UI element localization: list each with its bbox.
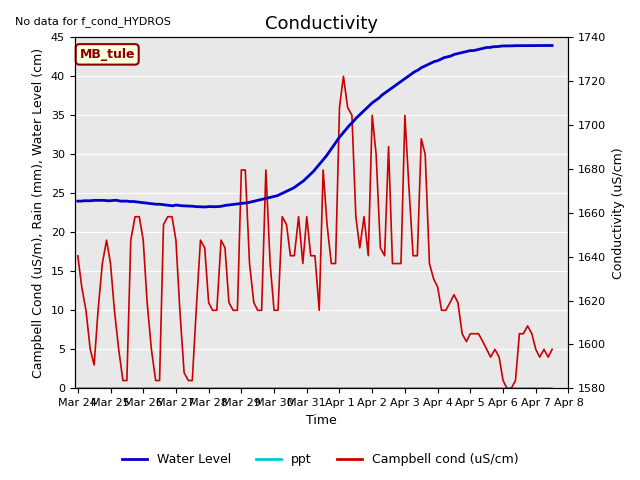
Line: Water Level: Water Level — [78, 46, 552, 207]
Campbell cond (uS/cm) — [164, 214, 172, 220]
Campbell cond (uS/cm) — [74, 253, 82, 259]
Water Level — [355, 112, 363, 118]
Campbell cond (uS/cm) — [503, 385, 511, 391]
Line: Campbell cond (uS/cm): Campbell cond (uS/cm) — [78, 76, 552, 388]
Water Level — [192, 204, 200, 209]
Campbell cond (uS/cm) — [524, 323, 531, 329]
Campbell cond (uS/cm) — [548, 347, 556, 352]
Water Level — [548, 43, 556, 48]
Text: No data for f_cond_HYDROS: No data for f_cond_HYDROS — [15, 16, 171, 27]
Text: MB_tule: MB_tule — [79, 48, 135, 61]
Water Level — [532, 43, 540, 48]
Legend: Water Level, ppt, Campbell cond (uS/cm): Water Level, ppt, Campbell cond (uS/cm) — [116, 448, 524, 471]
Water Level — [198, 204, 206, 210]
Y-axis label: Conductivity (uS/cm): Conductivity (uS/cm) — [612, 147, 625, 279]
Y-axis label: Campbell Cond (uS/m), Rain (mm), Water Level (cm): Campbell Cond (uS/m), Rain (mm), Water L… — [32, 48, 45, 378]
X-axis label: Time: Time — [306, 414, 337, 427]
Campbell cond (uS/cm) — [172, 237, 180, 243]
Campbell cond (uS/cm) — [340, 73, 348, 79]
Title: Conductivity: Conductivity — [265, 15, 378, 33]
Campbell cond (uS/cm) — [184, 378, 192, 384]
Campbell cond (uS/cm) — [201, 245, 209, 251]
Water Level — [211, 204, 219, 210]
Water Level — [74, 198, 82, 204]
Campbell cond (uS/cm) — [287, 253, 294, 259]
Water Level — [129, 199, 137, 204]
Water Level — [316, 161, 324, 167]
Water Level — [188, 204, 196, 209]
